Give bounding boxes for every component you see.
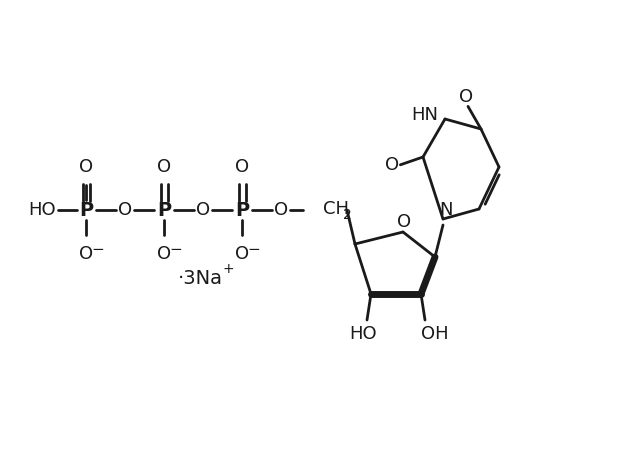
Text: O: O: [157, 158, 171, 176]
Text: CH: CH: [323, 200, 349, 218]
Text: O: O: [157, 245, 171, 263]
Text: ·3Na: ·3Na: [177, 269, 223, 288]
Text: 2: 2: [343, 208, 352, 222]
Text: −: −: [92, 242, 104, 256]
Text: O: O: [274, 201, 288, 219]
Text: P: P: [235, 201, 249, 220]
Text: O: O: [118, 201, 132, 219]
Text: O: O: [235, 158, 249, 176]
Text: HO: HO: [349, 325, 377, 343]
Text: OH: OH: [421, 325, 449, 343]
Text: O: O: [79, 245, 93, 263]
Text: O: O: [385, 156, 399, 174]
Text: +: +: [222, 262, 234, 276]
Text: O: O: [459, 88, 473, 106]
Text: O: O: [79, 158, 93, 176]
Text: O: O: [196, 201, 210, 219]
Text: O: O: [235, 245, 249, 263]
Text: P: P: [157, 201, 171, 220]
Text: −: −: [170, 242, 182, 256]
Text: HN: HN: [412, 106, 438, 124]
Text: HO: HO: [28, 201, 56, 219]
Text: −: −: [248, 242, 260, 256]
Text: N: N: [439, 201, 452, 219]
Text: P: P: [79, 201, 93, 220]
Text: O: O: [397, 213, 411, 231]
